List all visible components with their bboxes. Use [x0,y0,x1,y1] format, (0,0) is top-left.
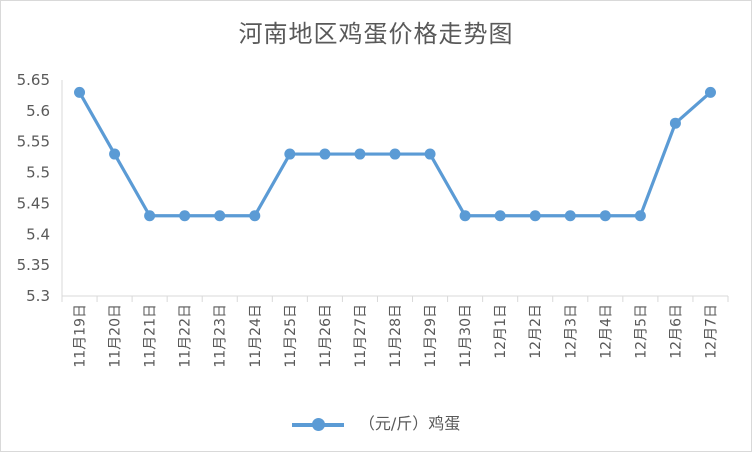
data-point [564,210,576,222]
x-tick-label: 11月21日 [143,304,159,368]
legend: （元/斤）鸡蛋 [0,410,752,434]
x-tick-label: 12月5日 [633,304,649,359]
x-tick-label: 12月3日 [563,304,579,359]
y-tick-label: 5.4 [26,225,50,243]
x-tick-label: 11月22日 [178,304,194,368]
data-point [74,86,86,98]
chart-title: 河南地区鸡蛋价格走势图 [238,20,514,48]
x-tick-label: 11月24日 [248,304,264,368]
y-tick-label: 5.65 [17,71,50,89]
data-point [214,210,226,222]
y-tick-label: 5.35 [17,256,50,274]
data-point [634,210,646,222]
x-tick-label: 11月26日 [318,304,334,368]
data-point [354,148,366,160]
x-tick-label: 12月2日 [528,304,544,359]
x-tick-label: 11月30日 [458,304,474,368]
x-tick-label: 12月4日 [598,304,614,359]
y-tick-label: 5.45 [17,194,50,212]
data-point [669,117,681,129]
x-tick-label: 11月19日 [73,304,89,368]
x-tick-label: 11月27日 [353,304,369,368]
data-point [704,86,716,98]
x-tick-label: 11月23日 [213,304,229,368]
legend-label: （元/斤）鸡蛋 [358,414,461,433]
x-tick-label: 12月1日 [493,304,509,359]
data-point [389,148,401,160]
data-point [109,148,121,160]
y-tick-label: 5.5 [26,164,50,182]
data-point [599,210,611,222]
y-tick-label: 5.6 [26,102,50,120]
data-point [144,210,156,222]
data-point [459,210,471,222]
data-point [249,210,261,222]
x-tick-label: 12月6日 [668,304,684,359]
data-point [424,148,436,160]
x-tick-label: 12月7日 [703,304,719,359]
data-point [319,148,331,160]
data-point [179,210,191,222]
y-tick-label: 5.55 [17,133,50,151]
legend-line-marker-icon [291,417,344,431]
y-tick-label: 5.3 [26,287,50,305]
x-tick-label: 11月29日 [423,304,439,368]
x-tick-label: 11月25日 [283,304,299,368]
x-tick-label: 11月20日 [108,304,124,368]
data-point [529,210,541,222]
data-point [494,210,506,222]
x-tick-label: 11月28日 [388,304,404,368]
data-point [284,148,296,160]
